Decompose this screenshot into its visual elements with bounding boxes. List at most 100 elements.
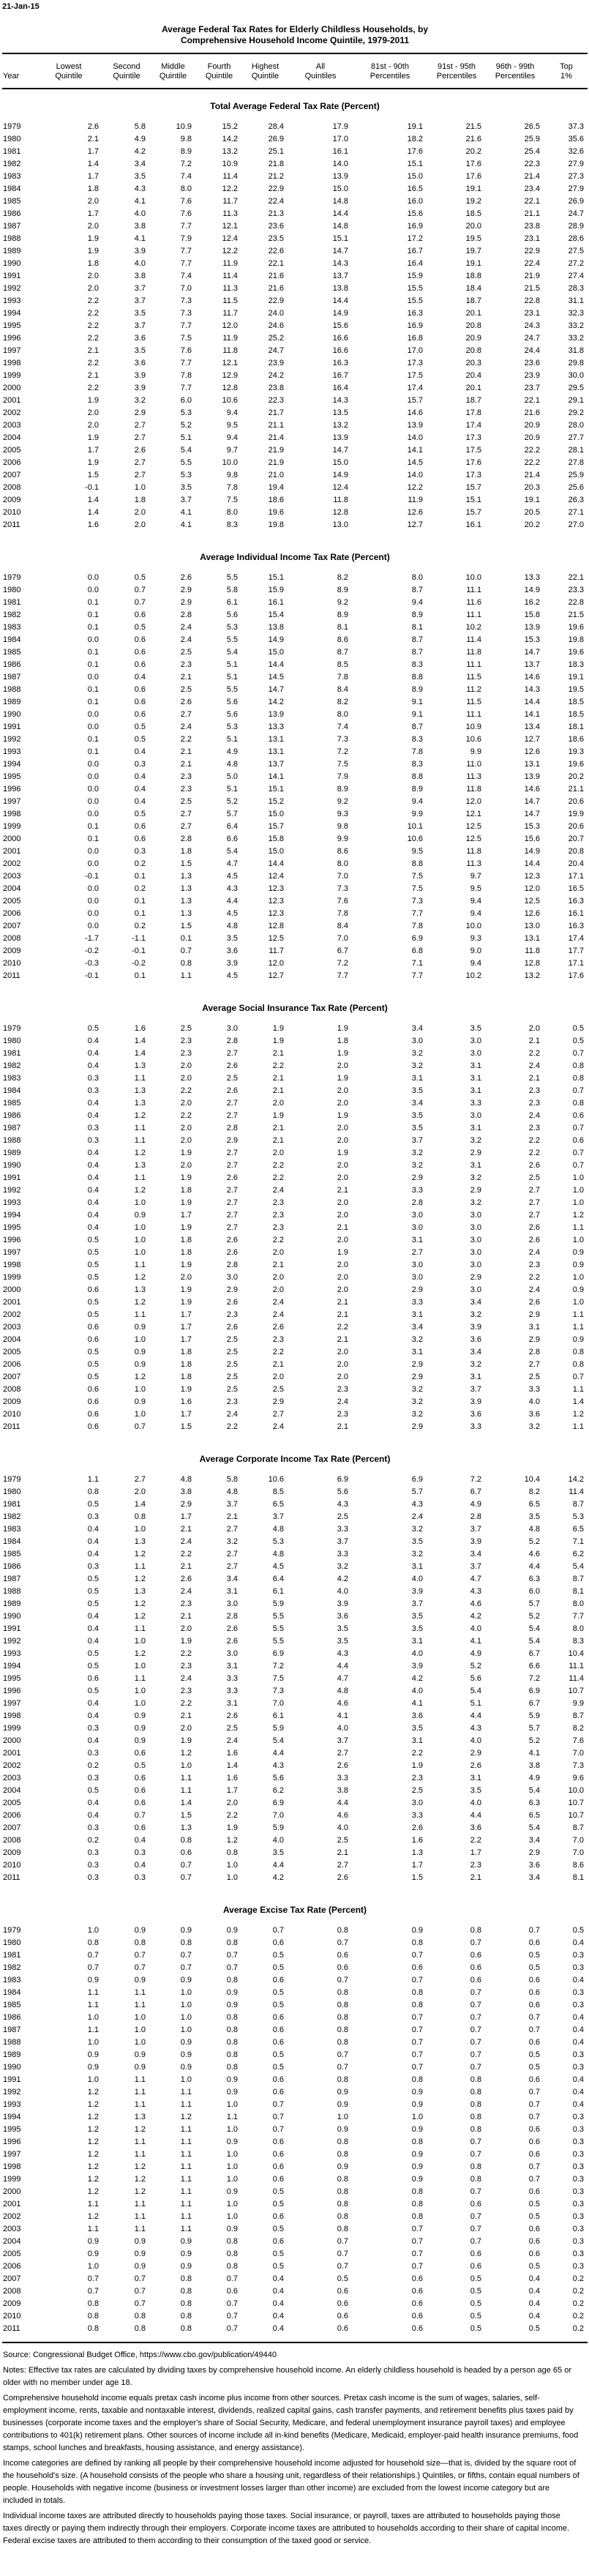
value-cell: 0.7 (411, 1951, 423, 1960)
value-cell: 0.8 (470, 2075, 481, 2084)
value-cell: 21.1 (568, 785, 584, 794)
value-cell: 0.9 (411, 2162, 423, 2171)
value-cell: 21.6 (268, 284, 284, 293)
year-cell: 2007 (3, 1823, 21, 1832)
table-row: 2010 1.4 2.0 4.1 8.0 19.6 12.8 12.6 15.7 20.5 27.1 (2, 507, 588, 519)
value-cell: 19.1 (568, 673, 584, 682)
value-cell: 15.8 (268, 835, 284, 843)
year-cell: 1998 (3, 359, 21, 367)
value-cell: 5.3 (180, 408, 192, 417)
table-row: 1993 0.4 1.0 1.9 2.7 2.3 2.0 2.8 3.2 2.7 1.0 (2, 1197, 588, 1209)
value-cell: 8.7 (411, 723, 423, 731)
value-cell: 13.8 (332, 284, 348, 293)
year-column-header: Year (3, 72, 20, 81)
table-row: 1998 1.2 1.2 1.1 1.0 0.6 0.9 0.9 0.8 0.7 0.3 (2, 2161, 588, 2173)
year-cell: 2008 (3, 934, 21, 943)
table-row: 1989 1.9 3.9 7.7 12.2 22.6 14.7 16.7 19.7 22.9 27.… (2, 245, 588, 258)
value-cell: 3.7 (180, 496, 192, 504)
table-row: 1995 1.2 1.2 1.1 1.0 0.7 0.9 0.9 0.8 0.6 0.3 (2, 2124, 588, 2136)
date-stamp: 21-Jan-15 (2, 2, 40, 11)
value-cell: 21.8 (268, 160, 284, 168)
value-cell: 4.7 (337, 1674, 348, 1683)
value-cell: 2.0 (87, 421, 99, 430)
value-cell: 2.0 (272, 1373, 284, 1381)
value-cell: 0.7 (470, 1988, 481, 1997)
value-cell: 2.9 (528, 1335, 540, 1344)
value-cell: 11.4 (222, 272, 238, 280)
value-cell: 11.1 (466, 611, 481, 619)
year-cell: 2011 (3, 520, 20, 529)
value-cell: 1.0 (572, 1236, 584, 1244)
value-cell: 2.0 (337, 1373, 348, 1381)
value-cell: 5.5 (226, 573, 238, 582)
value-cell: 2.1 (337, 1422, 348, 1431)
value-cell: 0.6 (411, 2312, 423, 2321)
value-cell: 4.3 (226, 884, 238, 893)
value-cell: 5.2 (470, 1662, 481, 1670)
value-cell: 21.5 (568, 611, 584, 619)
value-cell: 0.9 (134, 1360, 146, 1369)
value-cell: 0.4 (87, 1186, 99, 1195)
value-cell: 2.2 (528, 1273, 540, 1282)
value-cell: 3.9 (411, 1662, 423, 1670)
value-cell: 5.1 (180, 433, 192, 442)
value-cell: 9.5 (226, 421, 238, 430)
value-cell: 0.3 (87, 1074, 99, 1083)
value-cell: 0.4 (572, 1976, 584, 1985)
value-cell: 0.0 (87, 897, 99, 906)
value-cell: 0.6 (272, 2026, 284, 2034)
value-cell: 1.0 (134, 1223, 146, 1232)
value-cell: 0.7 (528, 2026, 540, 2034)
value-cell: 1.1 (572, 1422, 584, 1431)
value-cell: 0.9 (337, 2125, 348, 2134)
value-cell: 24.2 (268, 371, 284, 380)
year-cell: 1979 (3, 1926, 21, 1935)
value-cell: 2.4 (528, 1061, 540, 1070)
value-cell: 10.7 (568, 1687, 584, 1695)
year-cell: 1996 (3, 1236, 21, 1244)
value-cell: 12.8 (222, 384, 238, 392)
value-cell: 0.6 (272, 2138, 284, 2146)
value-cell: 4.9 (470, 1500, 481, 1509)
year-cell: 2006 (3, 458, 21, 467)
table-row: 1991 0.4 1.1 1.9 2.6 2.2 2.0 2.9 3.2 2.5 1.0 (2, 1172, 588, 1184)
value-cell: 3.0 (226, 1024, 238, 1033)
table-row: 1984 1.8 4.3 8.0 12.2 22.9 15.0 16.5 19.1 23.4 27.… (2, 183, 588, 195)
value-cell: 12.1 (222, 222, 238, 231)
value-cell: 14.8 (332, 197, 348, 206)
value-cell: 0.3 (87, 1749, 99, 1758)
value-cell: 0.6 (87, 1410, 99, 1419)
value-cell: 0.6 (528, 2038, 540, 2047)
value-cell: 0.9 (226, 1988, 238, 1997)
value-cell: 14.3 (524, 685, 540, 694)
table-row: 1995 2.2 3.7 7.7 12.0 24.6 15.6 16.9 20.8 24.3 33.… (2, 320, 588, 332)
value-cell: 1.9 (87, 234, 99, 243)
value-cell: 1.6 (226, 1774, 238, 1782)
value-cell: 22.2 (524, 446, 540, 455)
value-cell: 18.5 (568, 698, 584, 706)
value-cell: 4.3 (411, 1500, 423, 1509)
value-cell: 8.7 (572, 1823, 584, 1832)
value-cell: 0.4 (87, 1049, 99, 1058)
value-cell: 0.8 (572, 1061, 584, 1070)
value-cell: 21.1 (524, 209, 540, 218)
value-cell: 0.7 (134, 2299, 146, 2308)
value-cell: 2.3 (180, 1599, 192, 1608)
value-cell: 2.4 (411, 1512, 423, 1521)
value-cell: 12.2 (222, 184, 238, 193)
value-cell: 7.2 (272, 1662, 284, 1670)
value-cell: 27.5 (568, 247, 584, 255)
value-cell: 2.4 (226, 1410, 238, 1419)
value-cell: 2.0 (337, 1099, 348, 1108)
value-cell: 10.4 (568, 1649, 584, 1658)
value-cell: 8.9 (337, 611, 348, 619)
table-row: 2006 1.0 0.9 0.9 0.8 0.5 0.7 0.7 0.6 0.5 0.3 (2, 2260, 588, 2273)
value-cell: 5.7 (411, 1487, 423, 1496)
value-cell: 3.1 (470, 1086, 481, 1095)
value-cell: 0.6 (337, 2312, 348, 2321)
year-cell: 1982 (3, 1963, 21, 1972)
value-cell: 35.6 (568, 135, 584, 143)
value-cell: 2.7 (134, 421, 146, 430)
value-cell: 7.2 (337, 747, 348, 756)
value-cell: 1.1 (180, 2200, 192, 2209)
